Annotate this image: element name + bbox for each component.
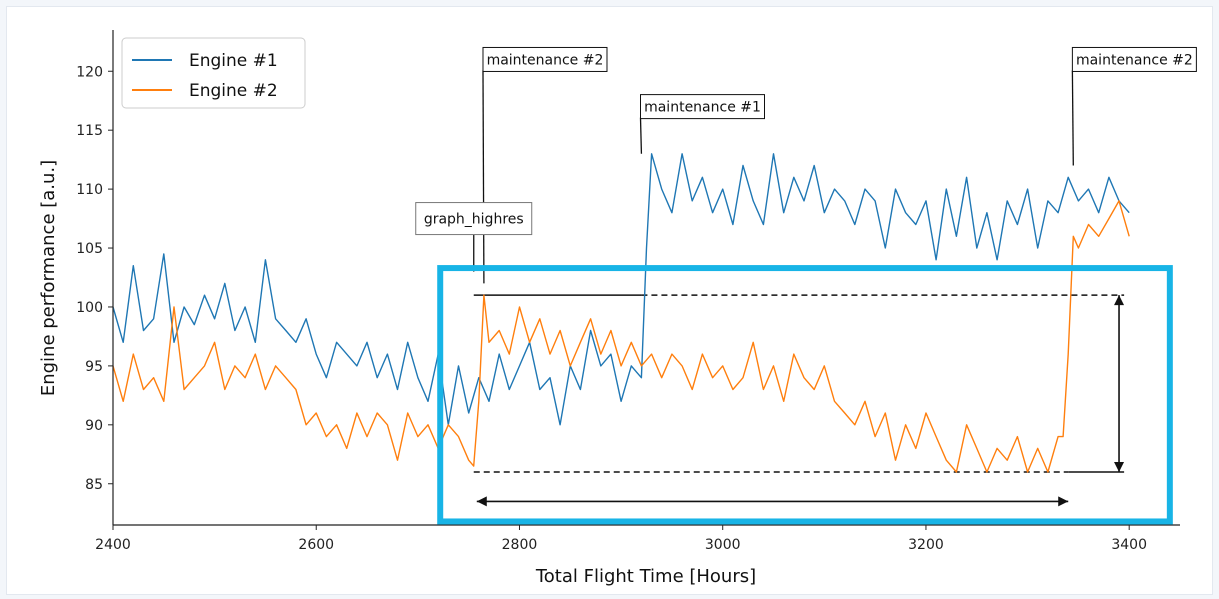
arrow-head bbox=[1114, 295, 1125, 306]
annotation-label: maintenance #2 bbox=[487, 52, 604, 68]
arrow-head bbox=[1058, 496, 1069, 507]
legend-label-engine-2: Engine #2 bbox=[189, 81, 278, 101]
annotation-leader-line bbox=[482, 70, 485, 284]
annotation-label: maintenance #2 bbox=[1076, 52, 1193, 68]
annotation-box bbox=[482, 46, 608, 72]
annotation-box bbox=[415, 202, 533, 236]
series-line-engine-2 bbox=[112, 200, 1130, 473]
y-tick-label: 85 bbox=[85, 477, 103, 493]
y-tick-label: 95 bbox=[85, 359, 103, 375]
x-tick-label: 2800 bbox=[502, 537, 538, 553]
annotation-leader-line bbox=[1071, 70, 1074, 166]
y-tick-label: 110 bbox=[76, 182, 103, 198]
annotation-box bbox=[1071, 46, 1197, 72]
annotation-leader-line bbox=[639, 117, 643, 154]
series-line-engine-1 bbox=[112, 153, 1130, 426]
y-tick-label: 90 bbox=[85, 418, 103, 434]
y-tick-label: 115 bbox=[76, 123, 103, 139]
arrow-head bbox=[476, 496, 487, 507]
y-tick-label: 120 bbox=[76, 64, 103, 80]
x-tick-label: 3400 bbox=[1111, 537, 1147, 553]
x-axis-title: Total Flight Time [Hours] bbox=[535, 566, 756, 587]
annotation-label: maintenance #1 bbox=[644, 100, 761, 116]
x-tick-label: 2400 bbox=[95, 537, 131, 553]
y-axis-title: Engine performance [a.u.] bbox=[38, 160, 59, 396]
x-tick-label: 3200 bbox=[908, 537, 944, 553]
x-tick-label: 2600 bbox=[298, 537, 334, 553]
highlight-box bbox=[437, 265, 1173, 525]
y-tick-label: 100 bbox=[76, 300, 103, 316]
x-tick-label: 3000 bbox=[705, 537, 741, 553]
annotation-box bbox=[640, 94, 765, 120]
arrow-head bbox=[1114, 461, 1125, 472]
y-tick-label: 105 bbox=[76, 241, 103, 257]
annotation-label: graph_highres bbox=[424, 212, 524, 228]
legend-label-engine-1: Engine #1 bbox=[189, 51, 278, 71]
